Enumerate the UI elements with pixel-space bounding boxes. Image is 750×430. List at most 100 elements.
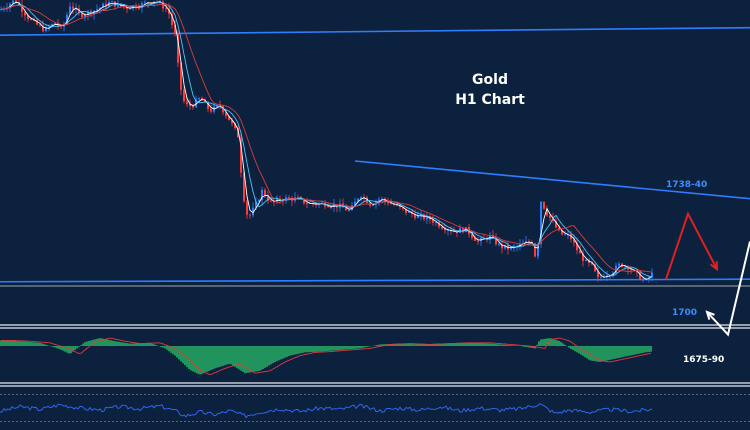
candle-body bbox=[327, 206, 329, 208]
chart-subtitle: H1 Chart bbox=[455, 92, 525, 108]
candle-body bbox=[30, 19, 32, 20]
ma-fast bbox=[0, 1, 653, 280]
candle-body bbox=[540, 201, 542, 245]
candle-body bbox=[579, 250, 581, 254]
candle-body bbox=[348, 210, 350, 211]
candle-body bbox=[15, 0, 17, 3]
candle-body bbox=[414, 214, 416, 218]
candle-body bbox=[240, 137, 242, 173]
rsi-panel bbox=[0, 394, 750, 422]
resistance-label: 1738-40 bbox=[666, 180, 708, 190]
candle-body bbox=[387, 201, 389, 204]
candle-body bbox=[177, 33, 179, 63]
candle-body bbox=[537, 244, 539, 257]
candle-body bbox=[90, 11, 92, 15]
candle-body bbox=[12, 0, 14, 4]
projection-white bbox=[706, 241, 750, 337]
candle-body bbox=[630, 269, 632, 271]
projection-red-arrowhead bbox=[709, 261, 719, 272]
candle-body bbox=[651, 272, 653, 278]
candle-body bbox=[618, 263, 620, 266]
candle-body bbox=[126, 7, 128, 9]
candle-body bbox=[390, 203, 392, 205]
candle-body bbox=[60, 26, 62, 28]
candle-body bbox=[45, 27, 47, 32]
candle-body bbox=[0, 9, 2, 11]
candle-body bbox=[642, 279, 644, 281]
candle-body bbox=[513, 246, 515, 248]
candle-body bbox=[426, 215, 428, 220]
candle-body bbox=[210, 108, 212, 112]
candle-body bbox=[261, 189, 263, 200]
upper-channel-line bbox=[0, 26, 750, 37]
candle-body bbox=[156, 1, 158, 3]
candle-body bbox=[546, 208, 548, 216]
candle-body bbox=[42, 25, 44, 32]
candle-body bbox=[345, 207, 347, 211]
candle-body bbox=[498, 243, 500, 245]
candle-body bbox=[165, 8, 167, 10]
candle-body bbox=[522, 242, 524, 244]
support-label: 1700 bbox=[672, 308, 698, 318]
candle-body bbox=[510, 247, 512, 250]
candle-body bbox=[75, 8, 77, 10]
candle-body bbox=[504, 245, 506, 249]
candle-body bbox=[561, 230, 563, 235]
candle-body bbox=[582, 253, 584, 261]
candle-body bbox=[111, 1, 113, 3]
candle-body bbox=[591, 262, 593, 265]
candle-body bbox=[120, 3, 122, 7]
candle-body bbox=[24, 11, 26, 16]
resistance-trendline bbox=[354, 160, 750, 200]
candle-body bbox=[264, 189, 266, 197]
macd-signal-line bbox=[1, 337, 652, 375]
candle-body bbox=[306, 203, 308, 204]
candle-body bbox=[525, 241, 527, 243]
candle-body bbox=[117, 3, 119, 7]
candle-body bbox=[438, 222, 440, 227]
candle-body bbox=[585, 259, 587, 261]
candle-body bbox=[33, 19, 35, 21]
candle-body bbox=[174, 24, 176, 34]
candle-body bbox=[9, 3, 11, 8]
candle-body bbox=[471, 234, 473, 238]
candle-body bbox=[252, 207, 254, 216]
candle-body bbox=[189, 104, 191, 106]
candle-body bbox=[225, 112, 227, 117]
candle-body bbox=[249, 214, 251, 216]
candle-body bbox=[222, 106, 224, 113]
candle-body bbox=[168, 8, 170, 14]
candle-body bbox=[417, 215, 419, 218]
candle-body bbox=[402, 207, 404, 209]
candle-body bbox=[462, 228, 464, 233]
candle-body bbox=[375, 201, 377, 205]
candle-body bbox=[372, 204, 374, 206]
candle-body bbox=[135, 5, 137, 8]
candle-body bbox=[552, 217, 554, 222]
chart-title: Gold bbox=[472, 72, 508, 88]
candle-body bbox=[594, 264, 596, 272]
candle-body bbox=[150, 3, 152, 4]
candle-body bbox=[144, 2, 146, 4]
candle-body bbox=[105, 3, 107, 7]
candle-body bbox=[519, 243, 521, 247]
candle-body bbox=[18, 2, 20, 6]
candle-body bbox=[21, 5, 23, 12]
candle-body bbox=[228, 116, 230, 121]
moving-averages bbox=[0, 1, 653, 280]
candle-body bbox=[405, 208, 407, 213]
candle-body bbox=[555, 221, 557, 228]
candle-body bbox=[381, 198, 383, 200]
projections bbox=[665, 211, 750, 337]
candle-body bbox=[246, 201, 248, 215]
candle-body bbox=[360, 197, 362, 199]
candle-body bbox=[447, 230, 449, 231]
panel-separators bbox=[0, 285, 750, 387]
candle-body bbox=[297, 197, 299, 199]
candle-body bbox=[258, 199, 260, 202]
candle-body bbox=[597, 271, 599, 278]
candle-body bbox=[564, 234, 566, 236]
ma-medium bbox=[0, 1, 653, 278]
candle-body bbox=[243, 172, 245, 202]
candle-body bbox=[600, 277, 602, 279]
